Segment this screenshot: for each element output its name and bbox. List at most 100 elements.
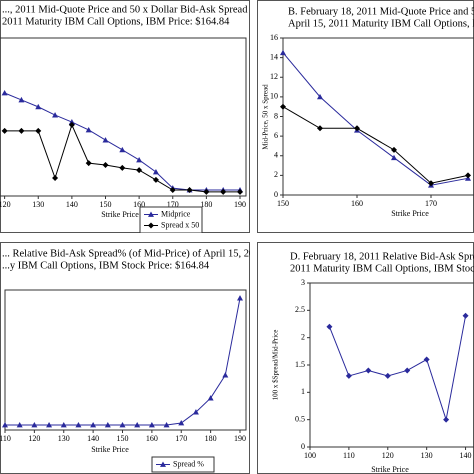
x-tick-label: 170: [425, 199, 437, 208]
data-point: [46, 421, 53, 428]
legend-box: [151, 456, 215, 473]
data-point: [148, 421, 155, 428]
data-point: [365, 367, 372, 374]
panel-frame: [0, 0, 250, 233]
data-point: [134, 421, 141, 428]
data-point: [280, 49, 286, 56]
data-point: [317, 93, 323, 100]
data-point: [391, 154, 397, 161]
data-point: [85, 160, 92, 167]
data-point: [192, 409, 199, 415]
chart-title: 2011 Maturity IBM Call Options, IBM Pric…: [2, 16, 230, 27]
data-point: [2, 421, 8, 428]
x-tick-label: 180: [205, 434, 217, 443]
data-point: [31, 421, 38, 428]
data-point: [68, 121, 75, 128]
x-tick-label: 110: [0, 434, 11, 443]
x-tick-label: 120: [0, 200, 11, 209]
y-tick-label: 3: [301, 278, 305, 287]
chart-title: 2011 Maturity IBM Call Options, IBM Stoc…: [290, 263, 474, 274]
data-point: [222, 372, 229, 378]
data-point: [35, 127, 42, 134]
chart-title: B. February 18, 2011 Mid-Quote Price and…: [288, 6, 474, 17]
legend-box: [139, 206, 203, 233]
y-tick-label: 10: [270, 92, 278, 101]
chart-title: D. February 18, 2011 Relative Bid-Ask Sp…: [290, 251, 474, 262]
data-point: [1, 127, 8, 134]
data-point: [152, 176, 159, 183]
data-point: [462, 312, 469, 319]
data-point: [119, 421, 126, 428]
x-tick-label: 180: [200, 200, 212, 209]
series-line: [282, 106, 469, 184]
chart-title: ..., 2011 Mid-Quote Price and 50 x Dolla…: [2, 4, 259, 15]
y-tick-label: 1: [301, 387, 305, 396]
x-tick-label: 160: [146, 434, 158, 443]
y-tick-label: 6: [274, 131, 278, 140]
y-axis-label: 100 x $Spread/Mid-Price: [272, 330, 280, 401]
data-point: [119, 164, 126, 171]
data-point: [18, 96, 25, 103]
data-point: [203, 188, 210, 195]
data-point: [384, 372, 391, 379]
data-point: [102, 162, 109, 169]
x-tick-label: 160: [351, 199, 363, 208]
x-axis-label: Strike Price: [391, 209, 429, 218]
chart-title: ...y IBM Call Options, IBM Stock Price: …: [2, 260, 210, 271]
data-point: [220, 188, 227, 195]
data-point: [354, 125, 360, 132]
x-tick-label: 160: [133, 200, 145, 209]
data-point: [35, 103, 42, 110]
chart-title: ... Relative Bid-Ask Spread% (of Mid-Pri…: [2, 248, 264, 259]
data-point: [68, 119, 75, 125]
legend-label: Midprice: [161, 209, 191, 218]
y-tick-label: 2: [301, 332, 305, 341]
data-point: [119, 146, 126, 153]
data-point: [178, 420, 185, 426]
x-tick-label: 120: [28, 434, 40, 443]
x-tick-label: 130: [421, 451, 433, 460]
series-line: [328, 315, 467, 420]
data-point: [85, 126, 92, 133]
x-axis-label: Strike Price: [91, 445, 129, 454]
x-tick-label: 140: [66, 200, 78, 209]
panel-frame: [0, 242, 250, 474]
data-point: [280, 103, 286, 110]
y-tick-label: 8: [274, 111, 278, 120]
data-point: [186, 186, 193, 193]
data-point: [163, 421, 170, 428]
panel: ... Relative Bid-Ask Spread% (of Mid-Pri…: [0, 248, 264, 473]
x-tick-label: 120: [382, 451, 394, 460]
x-tick-label: 150: [277, 199, 289, 208]
data-point: [169, 186, 176, 193]
x-tick-label: 100: [304, 451, 316, 460]
y-tick-label: 12: [270, 72, 278, 81]
data-point: [52, 174, 59, 181]
plot-area: [4, 289, 247, 431]
panel-frame: [257, 242, 474, 474]
chart-title: April 15, 2011 Maturity IBM Call Options…: [288, 18, 474, 29]
x-axis-label: Strike Price: [371, 465, 409, 474]
series-line: [282, 52, 469, 186]
data-point: [104, 421, 111, 428]
y-tick-label: 0: [301, 442, 305, 451]
data-point: [136, 167, 143, 174]
y-tick-label: 2.5: [295, 305, 305, 314]
panel: ..., 2011 Mid-Quote Price and 50 x Dolla…: [0, 4, 259, 233]
data-point: [317, 125, 323, 132]
data-point: [16, 421, 23, 428]
x-tick-label: 170: [175, 434, 187, 443]
data-point: [136, 156, 143, 163]
data-point: [60, 421, 67, 428]
legend-marker: [148, 211, 154, 217]
data-point: [443, 416, 450, 423]
y-axis-label: Mid-Price, 50 x Spread: [262, 84, 270, 150]
data-point: [207, 395, 214, 401]
data-point: [237, 295, 243, 301]
y-tick-label: 4: [274, 151, 278, 160]
data-point: [237, 188, 243, 195]
data-point: [428, 180, 434, 187]
x-tick-label: 130: [32, 200, 44, 209]
data-point: [52, 112, 59, 118]
